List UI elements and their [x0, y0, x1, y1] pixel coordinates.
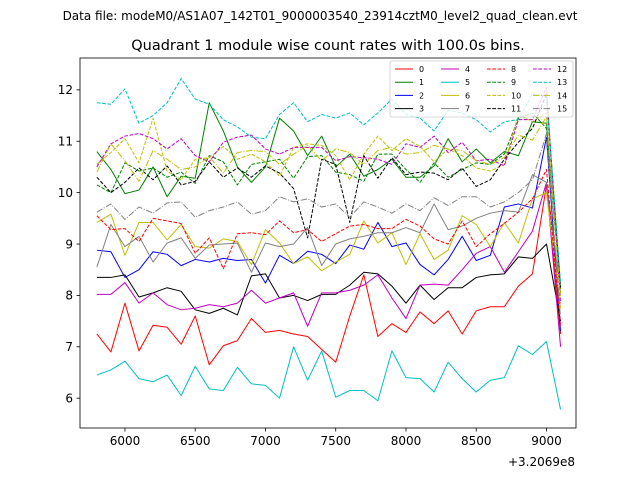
series-line-4	[96, 181, 562, 347]
series-group	[96, 78, 562, 410]
legend-label-2: 2	[419, 91, 424, 100]
x-tick-label-8000: 8000	[391, 434, 422, 448]
legend-label-5: 5	[465, 78, 470, 87]
y-tick-label-12: 12	[58, 83, 73, 97]
legend-label-12: 12	[557, 65, 567, 74]
y-tick-label-10: 10	[58, 186, 73, 200]
legend-label-6: 6	[465, 91, 470, 100]
legend-label-13: 13	[557, 78, 567, 87]
legend-box	[389, 60, 574, 118]
series-line-14	[96, 116, 562, 299]
series-line-5	[96, 341, 562, 410]
legend-label-15: 15	[557, 105, 567, 114]
legend-label-10: 10	[511, 91, 521, 100]
series-line-13	[96, 78, 562, 283]
legend-label-0: 0	[419, 65, 424, 74]
legend-label-14: 14	[557, 91, 567, 100]
y-tick-label-11: 11	[58, 135, 73, 149]
y-tick-label-9: 9	[65, 237, 73, 251]
series-line-1	[96, 102, 562, 290]
series-line-6	[96, 192, 562, 309]
series-line-12	[96, 86, 562, 304]
legend-label-1: 1	[419, 78, 424, 87]
series-line-2	[96, 136, 562, 332]
x-axis-offset-label: +3.2069e8	[508, 455, 575, 469]
legend-label-7: 7	[465, 105, 470, 114]
series-line-15	[96, 133, 562, 319]
series-line-8	[96, 169, 562, 327]
x-tick-label-9000: 9000	[531, 434, 562, 448]
series-line-11	[96, 93, 562, 288]
x-tick-label-6500: 6500	[180, 434, 211, 448]
series-line-3	[96, 243, 562, 322]
legend-label-3: 3	[419, 105, 424, 114]
series-line-0	[96, 184, 562, 366]
figure-suptitle: Data file: modeM0/AS1A07_142T01_90000035…	[63, 9, 578, 23]
legend-label-11: 11	[511, 105, 521, 114]
x-tick-label-7500: 7500	[320, 434, 351, 448]
x-tick-label-8500: 8500	[461, 434, 492, 448]
axes-frame	[79, 57, 577, 429]
y-tick-label-7: 7	[65, 340, 73, 354]
x-tick-label-7000: 7000	[250, 434, 281, 448]
x-tick-label-6000: 6000	[110, 434, 141, 448]
chart-title: Quadrant 1 module wise count rates with …	[131, 38, 525, 54]
legend-label-9: 9	[511, 78, 516, 87]
legend-label-8: 8	[511, 65, 516, 74]
y-tick-label-8: 8	[65, 289, 73, 303]
legend-label-4: 4	[465, 65, 470, 74]
y-tick-label-6: 6	[65, 391, 73, 405]
series-line-7	[96, 174, 562, 293]
